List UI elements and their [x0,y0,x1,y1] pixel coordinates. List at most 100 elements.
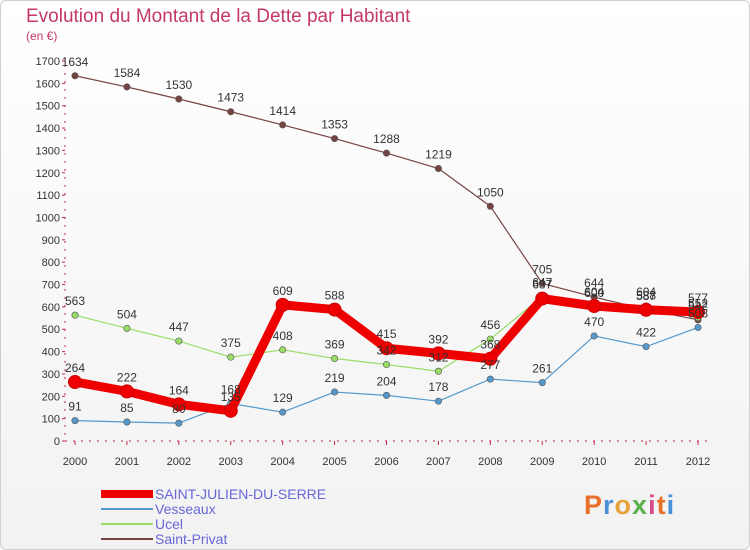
data-point-vesseaux [434,397,442,405]
data-label-vesseaux: 91 [68,400,82,414]
legend-label: Ucel [155,516,184,532]
logo-letter: t [656,490,667,520]
data-point-vesseaux [382,391,390,399]
data-point-vesseaux [175,419,183,427]
data-label-saint-privat: 1219 [425,148,452,162]
legend-label: Vesseaux [155,501,216,517]
data-label-saint-privat: 705 [532,262,552,276]
data-label-saint-privat: 1414 [269,104,296,118]
y-tick-label: 1700 [36,56,60,68]
x-tick-label: 2012 [686,456,710,468]
data-point-saint-julien-du-serre [223,403,238,418]
data-point-saint-privat [123,83,131,91]
legend-swatch [101,490,153,498]
data-point-saint-privat [382,149,390,157]
x-tick-label: 2003 [219,456,243,468]
data-label-ucel: 604 [636,285,656,299]
data-point-ucel [382,361,390,369]
data-point-saint-julien-du-serre [171,397,186,412]
data-label-saint-privat: 1353 [321,118,348,132]
logo-letter: i [648,490,657,520]
data-label-ucel: 504 [117,307,137,321]
x-tick-label: 2001 [115,456,139,468]
data-point-ucel [175,337,183,345]
data-label-vesseaux: 261 [532,362,552,376]
data-point-saint-julien-du-serre [691,305,705,320]
y-tick-label: 700 [42,280,60,292]
legend-label: Saint-Privat [155,531,228,547]
x-tick-label: 2004 [270,456,294,468]
data-point-ucel [227,353,235,361]
data-point-vesseaux [538,379,546,387]
legend-swatch [101,508,153,510]
logo-letter: r [603,490,615,520]
data-point-ucel [434,367,442,375]
data-point-vesseaux [486,375,494,383]
data-point-ucel [71,311,79,319]
data-label-saint-julien-du-serre: 392 [428,332,448,346]
y-tick-label: 1000 [36,212,60,224]
data-point-vesseaux [123,418,131,426]
data-label-saint-privat: 1530 [165,78,192,92]
y-tick-label: 0 [54,436,60,448]
legend-swatch [101,538,153,540]
data-point-saint-julien-du-serre [327,302,342,317]
data-point-vesseaux [279,408,287,416]
data-point-saint-privat [538,279,546,287]
data-label-ucel: 456 [480,318,500,332]
data-label-vesseaux: 168 [221,382,241,396]
y-tick-label: 800 [42,257,60,269]
data-label-saint-julien-du-serre: 587 [636,289,656,303]
data-label-saint-privat: 1473 [217,91,244,105]
x-tick-label: 2005 [322,456,346,468]
data-label-saint-julien-du-serre: 577 [688,291,708,305]
data-label-ucel: 647 [532,275,552,289]
data-label-saint-privat: 1050 [477,185,504,199]
data-label-saint-julien-du-serre: 604 [584,285,604,299]
data-point-ucel [123,324,131,332]
data-point-ucel [331,355,339,363]
data-label-vesseaux: 178 [428,380,448,394]
data-label-vesseaux: 422 [636,326,656,340]
data-point-saint-privat [486,202,494,210]
x-tick-label: 2010 [582,456,606,468]
data-label-vesseaux: 80 [172,402,186,416]
data-label-vesseaux: 470 [584,315,604,329]
y-tick-label: 1600 [36,78,60,90]
data-label-saint-privat: 644 [584,276,604,290]
data-label-vesseaux: 508 [688,306,708,320]
x-tick-label: 2008 [478,456,502,468]
data-label-saint-privat: 1634 [62,55,89,69]
x-tick-label: 2011 [634,456,658,468]
data-point-saint-julien-du-serre [68,374,82,389]
data-label-saint-julien-du-serre: 135 [221,390,241,404]
data-point-saint-privat [227,108,235,116]
data-point-vesseaux [71,417,79,425]
data-label-vesseaux: 277 [480,358,500,372]
data-label-ucel: 447 [169,320,189,334]
data-label-ucel: 600 [584,286,604,300]
data-label-saint-privat: 1288 [373,132,400,146]
x-tick-label: 2006 [374,456,398,468]
data-point-saint-privat [331,135,339,143]
data-label-saint-privat: 1584 [114,66,141,80]
data-label-saint-privat: 588 [636,289,656,303]
data-label-vesseaux: 129 [273,391,293,405]
data-label-saint-julien-du-serre: 415 [376,327,396,341]
data-point-saint-julien-du-serre [587,298,602,313]
x-tick-label: 2007 [426,456,450,468]
y-tick-label: 100 [42,414,60,426]
data-label-vesseaux: 85 [120,401,134,415]
data-point-saint-julien-du-serre [119,384,134,399]
data-label-saint-julien-du-serre: 264 [65,361,85,375]
data-point-saint-julien-du-serre [639,302,654,317]
data-label-saint-julien-du-serre: 609 [273,284,293,298]
legend-label: SAINT-JULIEN-DU-SERRE [155,486,327,502]
y-tick-label: 1400 [36,123,60,135]
data-label-ucel: 552 [688,297,708,311]
data-point-saint-julien-du-serre [483,351,498,366]
logo-letter: o [614,490,633,520]
legend-swatch [101,523,153,525]
data-label-ucel: 563 [65,294,85,308]
